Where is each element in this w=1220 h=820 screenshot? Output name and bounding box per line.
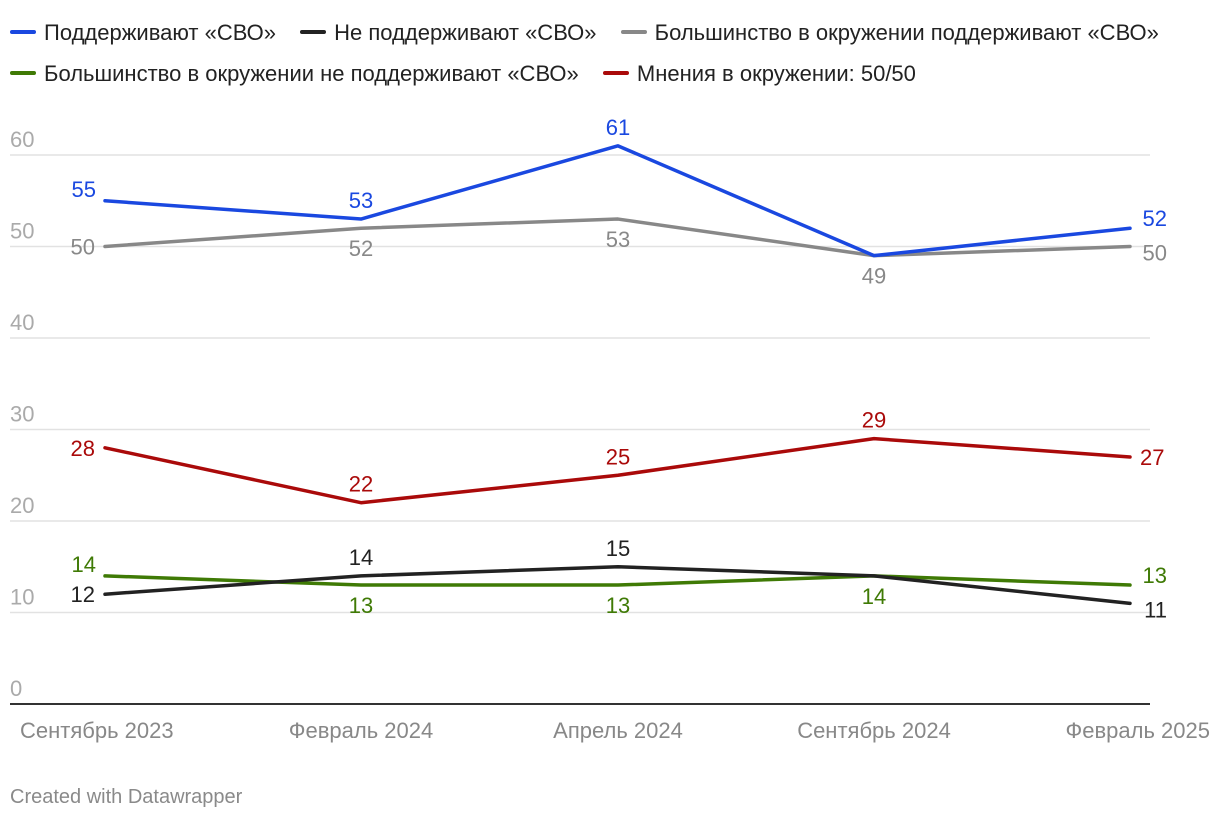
data-label: 15 xyxy=(606,536,630,561)
legend-item-support: Поддерживают «СВО» xyxy=(10,12,276,53)
data-label: 49 xyxy=(862,264,886,289)
data-label: 61 xyxy=(606,115,630,140)
data-label: 22 xyxy=(349,472,373,497)
legend-swatch xyxy=(602,71,629,76)
data-label: 52 xyxy=(349,236,373,261)
data-label: 55 xyxy=(72,177,96,202)
data-label: 25 xyxy=(606,444,630,469)
legend-label: Большинство в окружении не поддерживают … xyxy=(44,61,579,86)
data-label: 14 xyxy=(72,552,96,577)
data-label: 53 xyxy=(349,188,373,213)
data-label: 53 xyxy=(606,227,630,252)
data-label: 12 xyxy=(71,582,95,607)
footer-credit: Created with Datawrapper xyxy=(10,786,243,808)
y-tick-label: 30 xyxy=(10,402,34,427)
legend-item-opinions-split: Мнения в окружении: 50/50 xyxy=(602,53,916,94)
legend-label: Мнения в окружении: 50/50 xyxy=(636,61,916,86)
data-label: 13 xyxy=(349,593,373,618)
data-label: 14 xyxy=(862,584,886,609)
legend-label: Не поддерживают «СВО» xyxy=(334,20,597,45)
x-tick-label: Февраль 2025 xyxy=(1066,718,1210,743)
legend-item-majority-not-support: Большинство в окружении не поддерживают … xyxy=(10,53,579,94)
data-label: 11 xyxy=(1144,597,1167,622)
legend-label: Большинство в окружении поддерживают «СВ… xyxy=(654,20,1159,45)
x-tick-label: Сентябрь 2023 xyxy=(20,718,174,743)
y-tick-label: 20 xyxy=(10,493,34,518)
x-tick-label: Сентябрь 2024 xyxy=(797,718,951,743)
y-tick-label: 0 xyxy=(10,676,22,701)
legend-item-not-support: Не поддерживают «СВО» xyxy=(300,12,597,53)
data-label: 13 xyxy=(1143,563,1167,588)
data-label: 50 xyxy=(71,235,95,260)
data-label: 29 xyxy=(862,408,886,433)
legend-label: Поддерживают «СВО» xyxy=(44,20,277,45)
legend-swatch xyxy=(620,30,647,35)
data-label: 27 xyxy=(1140,445,1164,470)
data-label: 50 xyxy=(1143,241,1167,266)
x-tick-label: Апрель 2024 xyxy=(553,718,683,743)
legend-swatch xyxy=(10,71,36,76)
legend: Поддерживают «СВО» Не поддерживают «СВО»… xyxy=(10,12,1210,94)
y-tick-label: 10 xyxy=(10,585,34,610)
y-tick-label: 60 xyxy=(10,127,34,152)
y-tick-label: 50 xyxy=(10,219,34,244)
legend-item-majority-support: Большинство в окружении поддерживают «СВ… xyxy=(620,12,1159,53)
x-tick-label: Февраль 2024 xyxy=(289,718,433,743)
data-label: 28 xyxy=(71,436,95,461)
y-tick-label: 40 xyxy=(10,310,34,335)
legend-swatch xyxy=(300,30,327,35)
data-label: 52 xyxy=(1143,206,1167,231)
data-label: 14 xyxy=(349,545,373,570)
legend-swatch xyxy=(10,30,36,35)
data-label: 13 xyxy=(606,593,630,618)
